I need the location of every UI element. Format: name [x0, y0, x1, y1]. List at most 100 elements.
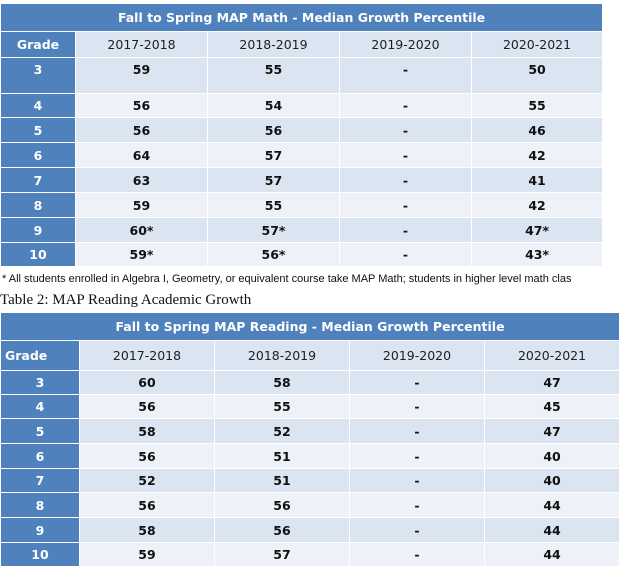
value-cell: 57 [214, 542, 350, 567]
grade-cell: 6 [0, 443, 80, 469]
math-growth-table: Fall to Spring MAP Math - Median Growth … [0, 3, 604, 267]
value-cell: - [339, 217, 472, 243]
grade-cell: 7 [0, 468, 80, 493]
value-cell: - [339, 93, 472, 118]
value-cell: 50 [470, 57, 604, 94]
value-cell: - [339, 117, 472, 143]
grade-cell: 5 [0, 117, 76, 143]
value-cell: 43* [470, 242, 604, 267]
value-cell: 44 [483, 542, 619, 567]
value-cell: 55 [207, 192, 340, 218]
value-cell: 47 [483, 370, 619, 395]
value-cell: - [339, 142, 472, 168]
value-cell: 59 [79, 542, 215, 567]
value-cell: 40 [483, 443, 619, 469]
value-cell: 59* [75, 242, 208, 267]
value-cell: 56 [79, 492, 215, 518]
year-header: 2018-2019 [214, 340, 350, 371]
value-cell: 59 [75, 57, 208, 94]
value-cell: - [349, 394, 485, 419]
value-cell: 44 [483, 492, 619, 518]
value-cell: 55 [214, 394, 350, 419]
table-row: 9 60* 57* - 47* [0, 217, 604, 243]
value-cell: 56 [214, 492, 350, 518]
grade-cell: 6 [0, 142, 76, 168]
grade-cell: 8 [0, 492, 80, 518]
value-cell: - [349, 418, 485, 444]
value-cell: 58 [79, 418, 215, 444]
value-cell: 52 [79, 468, 215, 493]
table-row: 4 56 54 - 55 [0, 93, 604, 118]
grade-cell: 5 [0, 418, 80, 444]
footnote: * All students enrolled in Algebra I, Ge… [2, 273, 572, 285]
value-cell: 52 [214, 418, 350, 444]
value-cell: 64 [75, 142, 208, 168]
value-cell: - [349, 468, 485, 493]
value-cell: 56 [214, 517, 350, 543]
value-cell: 58 [214, 370, 350, 395]
value-cell: 58 [79, 517, 215, 543]
value-cell: 51 [214, 468, 350, 493]
value-cell: 40 [483, 468, 619, 493]
grade-cell: 9 [0, 517, 80, 543]
value-cell: - [339, 192, 472, 218]
table-row: 5 58 52 - 47 [0, 418, 619, 444]
year-header: 2020-2021 [483, 340, 619, 371]
grade-cell: 3 [0, 370, 80, 395]
table-row: 8 56 56 - 44 [0, 492, 619, 518]
value-cell: 56 [75, 93, 208, 118]
year-header: 2017-2018 [75, 31, 208, 58]
value-cell: - [349, 492, 485, 518]
table-row: 8 59 55 - 42 [0, 192, 604, 218]
value-cell: 42 [470, 142, 604, 168]
value-cell: - [339, 242, 472, 267]
value-cell: 47 [483, 418, 619, 444]
value-cell: 55 [207, 57, 340, 94]
value-cell: 60* [75, 217, 208, 243]
table-row: 9 58 56 - 44 [0, 517, 619, 543]
grade-cell: 10 [0, 242, 76, 267]
table-row: 4 56 55 - 45 [0, 394, 619, 419]
year-header: 2017-2018 [79, 340, 215, 371]
year-header: 2019-2020 [339, 31, 472, 58]
value-cell: 56 [79, 443, 215, 469]
grade-cell: 8 [0, 192, 76, 218]
grade-cell: 9 [0, 217, 76, 243]
grade-cell: 7 [0, 167, 76, 193]
table-row: 3 60 58 - 47 [0, 370, 619, 395]
value-cell: 57 [207, 167, 340, 193]
value-cell: 46 [470, 117, 604, 143]
table-row: 3 59 55 - 50 [0, 57, 604, 94]
value-cell: 47* [470, 217, 604, 243]
grade-cell: 4 [0, 394, 80, 419]
reading-growth-table: Fall to Spring MAP Reading - Median Grow… [0, 312, 619, 567]
year-header: 2020-2021 [470, 31, 604, 58]
value-cell: - [349, 542, 485, 567]
grade-header: Grade [0, 31, 76, 58]
value-cell: - [349, 443, 485, 469]
grade-cell: 3 [0, 57, 76, 94]
table-row: 6 56 51 - 40 [0, 443, 619, 469]
value-cell: 63 [75, 167, 208, 193]
value-cell: 57 [207, 142, 340, 168]
value-cell: 44 [483, 517, 619, 543]
table-title: Fall to Spring MAP Reading - Median Grow… [0, 312, 619, 341]
value-cell: 41 [470, 167, 604, 193]
value-cell: 56 [79, 394, 215, 419]
value-cell: - [339, 167, 472, 193]
value-cell: 42 [470, 192, 604, 218]
year-header: 2019-2020 [349, 340, 485, 371]
table-row: 10 59 57 - 44 [0, 542, 619, 567]
table-caption: Table 2: MAP Reading Academic Growth [0, 292, 252, 308]
value-cell: - [349, 517, 485, 543]
value-cell: 55 [470, 93, 604, 118]
value-cell: 51 [214, 443, 350, 469]
table-row: 5 56 56 - 46 [0, 117, 604, 143]
value-cell: 56 [207, 117, 340, 143]
table-row: 10 59* 56* - 43* [0, 242, 604, 267]
year-header: 2018-2019 [207, 31, 340, 58]
value-cell: - [339, 57, 472, 94]
grade-cell: 4 [0, 93, 76, 118]
grade-header: Grade [0, 340, 80, 371]
value-cell: 60 [79, 370, 215, 395]
